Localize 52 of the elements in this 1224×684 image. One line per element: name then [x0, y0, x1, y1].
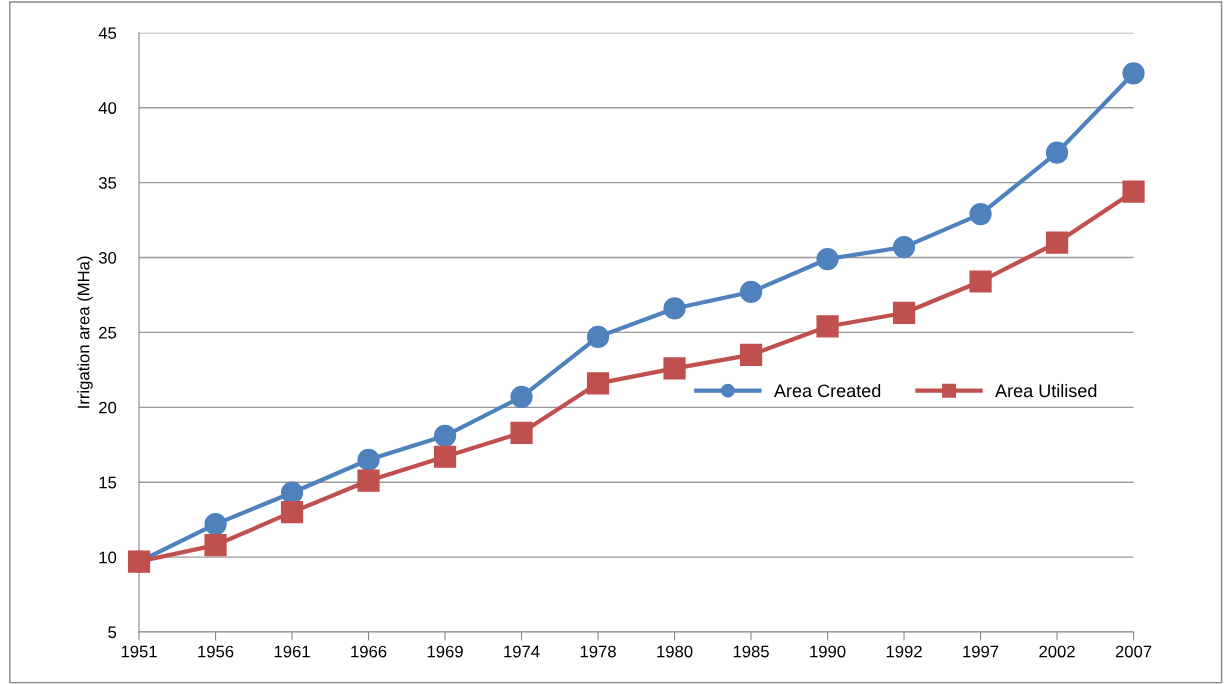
point [969, 202, 992, 226]
point [510, 385, 533, 408]
point [510, 421, 533, 444]
y-tick-label: 30 [98, 251, 117, 264]
point [280, 501, 304, 524]
point [663, 297, 686, 320]
x-tick-label: 1980 [657, 645, 693, 658]
point [433, 424, 457, 447]
x-tick-label: 1978 [580, 645, 616, 658]
x-tick-label: 1990 [810, 645, 846, 658]
y-axis-title: Irrigation area (MHa) [77, 256, 93, 408]
point [892, 235, 916, 259]
y-tick-label: 10 [99, 551, 117, 564]
x-tick-label: 1997 [963, 645, 999, 658]
point [357, 469, 380, 492]
point [204, 534, 227, 557]
y-tick-label: 5 [108, 626, 117, 639]
point [816, 315, 839, 338]
x-tick-label: 1992 [886, 645, 922, 658]
point [663, 357, 686, 380]
y-tick-label: 45 [98, 27, 117, 40]
point [1045, 231, 1069, 254]
x-tick-label: 1951 [121, 645, 157, 658]
point [433, 445, 457, 468]
y-tick-label: 15 [99, 476, 117, 489]
y-tick-label: 20 [99, 401, 117, 414]
x-tick-label: 1956 [198, 645, 234, 658]
point [280, 481, 304, 504]
y-tick-label: 35 [98, 177, 117, 189]
point [816, 247, 839, 271]
point [739, 280, 763, 304]
x-tick-label: 1961 [274, 645, 310, 658]
x-tick-label: 2007 [1115, 645, 1152, 658]
x-tick-label: 1974 [504, 645, 540, 658]
point [1122, 180, 1145, 203]
x-tick-label: 2002 [1039, 645, 1075, 658]
y-tick-label: 40 [98, 102, 117, 114]
x-tick-label: 1966 [351, 645, 387, 658]
point [892, 301, 916, 325]
legend-label: Area Created [773, 383, 881, 398]
point [969, 270, 992, 293]
x-tick-label: 1969 [427, 645, 463, 658]
legend-label: Area Utilised [995, 383, 1097, 398]
point [1045, 141, 1069, 164]
point [739, 343, 763, 367]
y-tick-label: 25 [99, 326, 117, 339]
point [204, 513, 227, 536]
x-tick-label: 1985 [733, 645, 769, 658]
point [586, 325, 610, 349]
point [1122, 62, 1145, 85]
point [357, 448, 380, 471]
point [586, 372, 610, 395]
